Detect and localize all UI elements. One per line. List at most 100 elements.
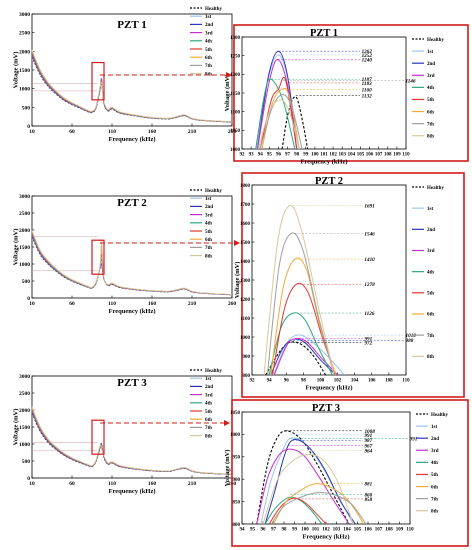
pzt1-full-legend-label: 1st xyxy=(205,15,211,20)
pzt2-full-x-tick-label: 60 xyxy=(69,301,75,307)
pzt3-full-y-tick-label: 3000 xyxy=(19,374,30,380)
pzt3-zoom-x-tick-label: 96 xyxy=(261,528,267,533)
pzt2-zoom-legend-label: 1st xyxy=(427,207,433,212)
pzt1-zoom-frame xyxy=(233,24,469,162)
pzt1-zoom-annotation-label: 1252 xyxy=(362,53,373,59)
pzt1-zoom-x-tick-label: 108 xyxy=(384,153,392,158)
pzt1-full-legend-label: 2nd xyxy=(205,23,213,28)
pzt3-zoom-x-tick-label: 106 xyxy=(364,528,372,533)
pzt2-full-y-tick-label: 1000 xyxy=(19,262,30,268)
pzt2-full-y-tick-label: 500 xyxy=(22,279,31,285)
pzt3-zoom-series-7th xyxy=(270,492,367,524)
pzt3-full-legend-label: 6th xyxy=(205,418,212,423)
pzt2-zoom-annotation-label: 1010 xyxy=(406,333,417,339)
pzt2-full-x-tick-label: 110 xyxy=(108,301,116,307)
pzt3-zoom-legend-label: 2nd xyxy=(431,437,439,442)
pzt2-zoom-y-tick-label: 1800 xyxy=(240,184,251,189)
pzt3-full-series-7th xyxy=(31,407,233,475)
pzt2-zoom-x-tick-label: 94 xyxy=(267,379,273,384)
pzt1-zoom-series-group xyxy=(255,50,309,149)
pzt3-full-series-1st xyxy=(31,412,233,475)
pzt1-zoom-x-tick-label: 99 xyxy=(303,153,309,158)
pzt1-zoom-x-tick-label: 102 xyxy=(329,153,337,158)
pzt1-full-y-tick-label: 1000 xyxy=(19,87,30,93)
pzt2-zoom-x-tick-label: 96 xyxy=(284,379,290,384)
pzt1-zoom-x-tick-label: 98 xyxy=(294,153,300,158)
pzt1-full-y-tick-label: 1500 xyxy=(19,68,30,74)
pzt3-zoom-series-5th xyxy=(268,497,327,524)
pzt3-zoom-annotation-label: 1008 xyxy=(364,429,375,435)
pzt3-full-legend-label: 5th xyxy=(205,410,212,415)
pzt2-zoom-legend-label: 2nd xyxy=(427,228,435,233)
pzt1-zoom-x-tick-label: 107 xyxy=(375,153,383,158)
pzt2-full-y-tick-label: 0 xyxy=(27,296,30,302)
pzt2-zoom-x-tick-label: 110 xyxy=(402,379,410,384)
pzt2-full-x-tick-label: 260 xyxy=(228,301,237,307)
pzt2-full-x-tick-label: 160 xyxy=(148,301,157,307)
pzt1-full-series-6th xyxy=(31,51,233,123)
pzt3-zoom-legend-label: Healthy xyxy=(431,413,448,418)
pzt3-zoom-series-group xyxy=(256,430,367,524)
pzt2-full-series-Healthy xyxy=(31,236,233,296)
pzt1-zoom-legend-label: 4th xyxy=(427,86,434,91)
pzt2-full-panel: 10 60 110 160 210 260 0 500 1000 1500 2000 2500 3000… xyxy=(13,189,237,315)
pzt2-zoom-legend-label: Healthy xyxy=(427,186,444,191)
pzt2-zoom-x-axis-label: Frequency (kHz) xyxy=(306,385,353,392)
pzt3-zoom-x-tick-label: 100 xyxy=(301,528,309,533)
pzt1-zoom-x-tick-label: 110 xyxy=(402,153,410,158)
pzt2-zoom-legend-label: 8th xyxy=(427,355,434,360)
pzt1-zoom-y-tick-label: 1250 xyxy=(230,54,241,59)
pzt1-full-legend-label: 5th xyxy=(205,48,212,53)
pzt1-full-series-4th xyxy=(31,53,233,123)
pzt3-full-zoom-box xyxy=(91,419,105,455)
pzt3-zoom-x-tick-label: 101 xyxy=(312,528,320,533)
pzt3-full-y-axis-label: Voltage (mV) xyxy=(13,409,20,446)
pzt2-full-y-axis-label: Voltage (mV) xyxy=(13,229,20,266)
pzt3-zoom-annotation-label: 964 xyxy=(364,449,372,455)
pzt2-zoom-annotation-label: 1126 xyxy=(364,311,374,317)
pzt2-zoom-y-tick-label: 1300 xyxy=(240,279,251,284)
pzt3-full-legend-label: 2nd xyxy=(205,385,213,390)
pzt3-zoom-annotation-label: 991 xyxy=(410,436,418,442)
pzt2-zoom-x-tick-label: 106 xyxy=(368,379,376,384)
pzt3-zoom-annotation-label: 881 xyxy=(364,482,372,488)
pzt1-zoom-series-Healthy xyxy=(281,96,309,149)
pzt1-zoom-annotation-label: 1183 xyxy=(362,81,372,87)
pzt2-full-title: PZT 2 xyxy=(117,197,147,209)
pzt1-full-zoom-box xyxy=(91,61,105,101)
pzt3-zoom-y-tick-label: 950 xyxy=(233,456,241,461)
pzt2-zoom-plot-frame xyxy=(251,184,407,376)
pzt3-full-title: PZT 3 xyxy=(117,377,147,389)
pzt3-zoom-x-tick-label: 97 xyxy=(271,528,277,533)
pzt3-zoom-title: PZT 3 xyxy=(312,403,340,414)
pzt2-full-y-tick-label: 1500 xyxy=(19,245,30,251)
pzt1-zoom-series-7th xyxy=(259,93,303,149)
pzt3-zoom-x-tick-label: 94 xyxy=(240,528,246,533)
pzt3-zoom-legend-label: 3rd xyxy=(431,449,439,454)
pzt2-zoom-frame xyxy=(241,172,465,398)
pzt1-zoom-x-tick-label: 94 xyxy=(258,153,264,158)
pzt1-full-x-axis-label: Frequency (kHz) xyxy=(109,136,156,143)
pzt3-full-legend-label: 8th xyxy=(205,434,212,439)
pzt1-full-y-tick-label: 2000 xyxy=(19,49,30,55)
pzt3-zoom-legend-label: 8th xyxy=(431,509,438,514)
pzt2-full-legend-label: 4th xyxy=(205,222,212,227)
pzt3-zoom-x-tick-label: 102 xyxy=(322,528,330,533)
pzt2-zoom-y-tick-label: 800 xyxy=(243,374,251,379)
zoom-connector-arrowhead-3 xyxy=(224,420,230,426)
pzt1-zoom-legend-label: 3rd xyxy=(427,74,435,79)
zoom-connector-arrowhead-1 xyxy=(226,72,232,78)
pzt3-zoom-x-tick-label: 110 xyxy=(406,528,414,533)
pzt3-zoom-series-2nd xyxy=(264,439,356,524)
pzt3-zoom-y-tick-label: 1000 xyxy=(230,433,241,438)
pzt1-zoom-annotation-label: 1262 xyxy=(362,49,373,55)
pzt3-zoom-series-1st xyxy=(260,437,354,524)
pzt1-full-y-tick-label: 2500 xyxy=(19,31,30,37)
pzt1-full-x-tick-label: 210 xyxy=(188,129,197,135)
pzt2-zoom-annotation-label: 991 xyxy=(364,337,372,343)
pzt2-zoom-x-tick-label: 92 xyxy=(250,379,256,384)
pzt1-zoom-annotation-label: 1240 xyxy=(362,57,373,63)
pzt3-zoom-legend-label: 7th xyxy=(431,497,438,502)
pzt1-zoom-title: PZT 1 xyxy=(310,28,338,39)
pzt2-full-y-tick-label: 3000 xyxy=(19,194,30,200)
